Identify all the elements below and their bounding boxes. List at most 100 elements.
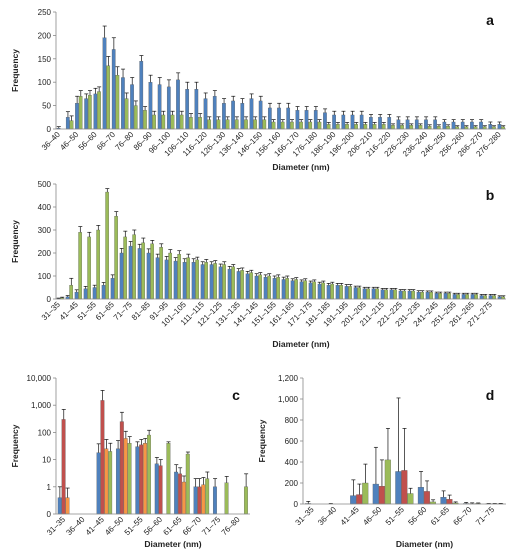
bar-d-s1-6 <box>446 499 453 505</box>
bar-a-s1-1 <box>69 120 74 130</box>
bar-c-s1-7 <box>197 486 202 515</box>
bar-d-s0-3 <box>372 483 379 505</box>
bar-a-s1-24 <box>280 121 285 130</box>
bar-a-s0-41 <box>433 119 437 130</box>
bar-a-s1-13 <box>179 114 184 130</box>
bar-a-s0-10 <box>148 82 153 130</box>
bar-b-s1-48 <box>492 295 496 300</box>
bar-b-s0-38 <box>398 290 403 300</box>
bar-a-s1-6 <box>115 75 120 130</box>
bar-c-s0-7 <box>193 486 198 515</box>
bar-b-s1-19 <box>231 266 235 300</box>
y-tick-label: 1 <box>47 483 52 492</box>
x-tick-label: 41–45 <box>339 505 361 527</box>
bar-b-s1-13 <box>177 253 181 300</box>
x-tick-label: 56–60 <box>142 515 164 537</box>
bar-a-s0-43 <box>451 121 456 130</box>
bar-b-s0-6 <box>110 278 115 300</box>
bar-b-s1-30 <box>330 283 334 300</box>
bar-a-s0-6 <box>111 49 116 130</box>
bar-d-s2-3 <box>384 459 391 505</box>
bar-b-s0-43 <box>443 293 448 300</box>
bar-a-s1-23 <box>271 121 276 130</box>
bar-c-s0-3 <box>115 448 120 515</box>
bar-c-s3-7 <box>205 478 210 515</box>
bar-b-s1-8 <box>132 234 136 300</box>
y-tick-label: 200 <box>38 31 52 40</box>
bar-c-s3-4 <box>147 434 151 515</box>
x-tick-label: 46–50 <box>58 130 80 152</box>
bar-a-s0-12 <box>166 86 171 130</box>
bar-a-s0-22 <box>258 100 263 130</box>
y-tick-label: 0 <box>47 125 52 134</box>
bar-c-s0-6 <box>174 471 179 515</box>
bar-a-s1-17 <box>216 119 221 130</box>
bar-a-s1-36 <box>391 125 395 130</box>
bar-c-s0-4 <box>135 446 140 515</box>
bar-b-s0-39 <box>407 290 412 300</box>
bar-a-s0-27 <box>304 110 309 130</box>
bar-c-s1-0 <box>61 419 66 515</box>
bar-a-s1-12 <box>170 114 175 130</box>
bar-a-s1-25 <box>290 121 294 130</box>
y-tick-label: 10 <box>42 456 51 465</box>
bar-a-s0-17 <box>212 96 217 130</box>
bar-b-s1-42 <box>438 293 442 300</box>
bar-a-s0-33 <box>359 114 364 130</box>
bar-b-s0-11 <box>155 257 160 300</box>
y-tick-label: 100 <box>38 428 52 437</box>
bar-b-s1-1 <box>69 285 73 300</box>
bar-d-s0-2 <box>350 495 357 505</box>
bar-b-s1-17 <box>213 263 217 300</box>
bar-a-s1-2 <box>78 96 83 130</box>
bar-a-s0-28 <box>313 110 318 130</box>
bar-b-s0-46 <box>470 294 475 300</box>
bar-b-s0-47 <box>479 295 484 300</box>
bar-c-s1-2 <box>100 400 105 515</box>
bar-a-s0-36 <box>387 117 392 130</box>
bar-a-s0-45 <box>470 121 474 130</box>
bar-b-s1-21 <box>249 272 253 300</box>
bar-b-s0-12 <box>164 259 169 300</box>
bar-d-s1-4 <box>401 470 408 505</box>
bar-b-s0-36 <box>380 289 385 300</box>
bar-a-s1-37 <box>400 125 404 130</box>
bar-a-s0-5 <box>102 37 107 130</box>
y-tick-label: 800 <box>285 416 299 425</box>
y-tick-label: 50 <box>42 102 51 111</box>
x-tick-label: 36–40 <box>40 130 62 152</box>
bar-a-s0-31 <box>341 114 346 130</box>
bar-c-s0-2 <box>96 452 101 515</box>
bar-b-s0-20 <box>236 271 241 300</box>
bar-b-s1-43 <box>447 293 451 300</box>
y-tick-label: 150 <box>38 55 52 64</box>
x-tick-label: 81–85 <box>130 300 152 322</box>
bar-a-s1-35 <box>381 124 386 130</box>
bar-a-s0-24 <box>277 107 281 130</box>
bar-b-s1-32 <box>348 286 352 300</box>
x-tick-label: 51–55 <box>384 505 406 527</box>
bar-b-s1-25 <box>285 278 289 300</box>
bar-c-s3-2 <box>108 451 113 515</box>
bar-d-s0-4 <box>395 471 402 505</box>
bar-b-s0-29 <box>317 283 322 300</box>
bar-a-s1-26 <box>299 121 303 130</box>
bar-b-s1-11 <box>159 247 163 300</box>
bar-a-s0-7 <box>121 77 125 130</box>
bar-a-s0-11 <box>157 84 162 130</box>
bar-a-s1-32 <box>354 124 358 130</box>
bar-c-s0-8 <box>212 486 217 515</box>
bar-b-s0-2 <box>74 291 79 300</box>
bar-b-s0-22 <box>254 275 259 300</box>
chart-panel-b: 0 100 200 300 400 500 31–3541–4551–5561–6571–7… <box>10 180 506 349</box>
bar-a-s0-42 <box>442 121 447 130</box>
bar-b-s1-36 <box>384 289 388 300</box>
x-tick-label: 66–70 <box>181 515 203 537</box>
bar-a-s1-18 <box>225 119 230 130</box>
bar-b-s1-9 <box>141 242 145 300</box>
bar-b-s0-28 <box>308 282 313 300</box>
x-tick-label: 71–75 <box>200 515 222 537</box>
bar-b-s1-18 <box>222 264 226 300</box>
bar-a-s0-32 <box>350 114 355 130</box>
